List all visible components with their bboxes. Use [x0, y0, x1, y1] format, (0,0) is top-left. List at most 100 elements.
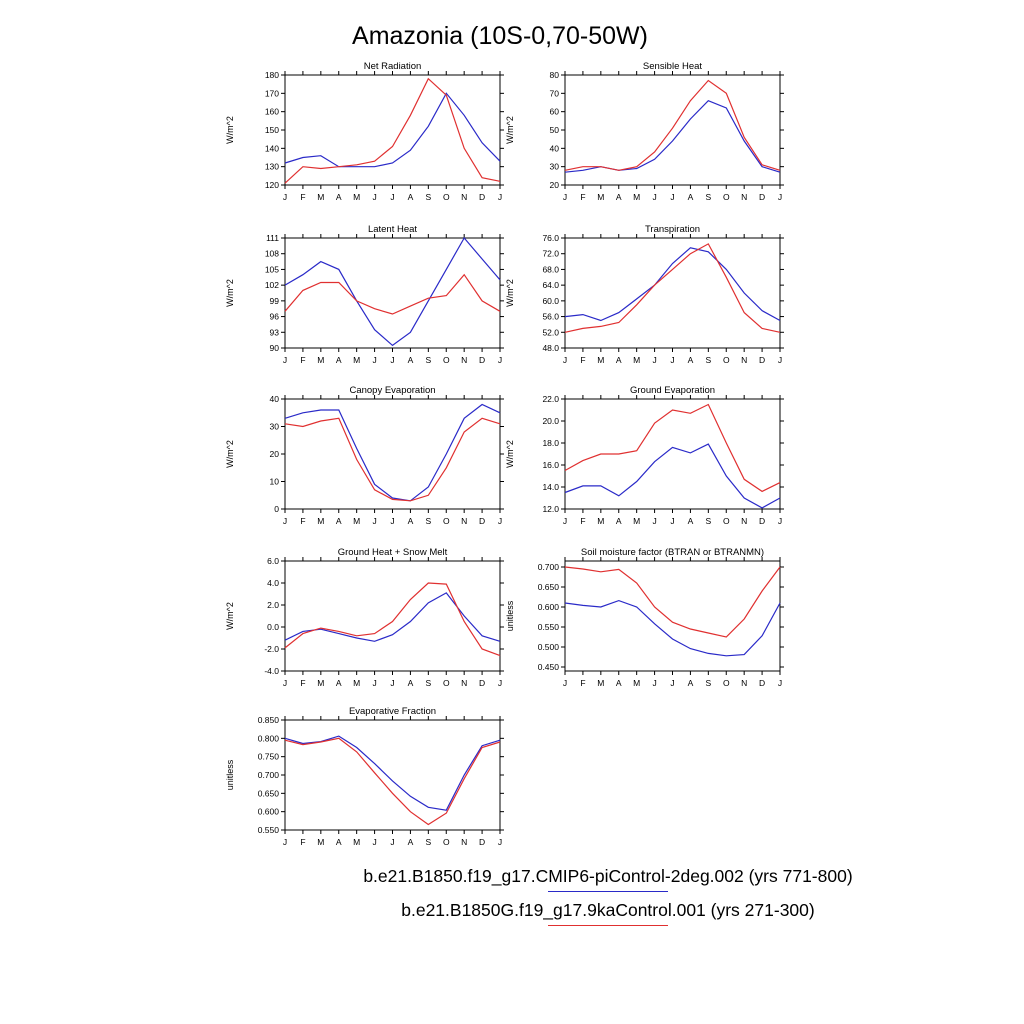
x-tick-label: J [283, 837, 287, 847]
x-tick-label: O [723, 678, 730, 688]
series-line-blue [284, 236, 501, 347]
plot-frame [564, 74, 781, 186]
y-tick-label: 16.0 [542, 460, 559, 470]
x-tick-label: J [778, 678, 782, 688]
plot-frame [564, 560, 781, 672]
x-tick-label: J [283, 192, 287, 202]
x-tick-label: S [425, 355, 431, 365]
y-tick-label: 0.500 [538, 642, 560, 652]
x-tick-label: A [408, 837, 414, 847]
legend-entry-picontrol: b.e21.B1850.f19_g17.CMIP6-piControl-2deg… [192, 866, 1024, 892]
x-tick-label: N [461, 355, 467, 365]
x-tick-label: J [563, 678, 567, 688]
y-tick-label: 20.0 [542, 416, 559, 426]
x-tick-label: M [317, 837, 324, 847]
series-line-blue [564, 99, 781, 173]
chart-panel-transpiration: Transpiration W/m^2 48.0 52.0 56.0 60.0 64.0 68… [505, 224, 784, 365]
y-axis-label: W/m^2 [225, 279, 235, 307]
series-line-blue [564, 443, 781, 509]
x-tick-label: M [353, 837, 360, 847]
series-line-red [284, 582, 501, 657]
x-tick-label: F [300, 516, 305, 526]
x-tick-label: A [408, 355, 414, 365]
series-line-red [284, 737, 501, 826]
y-tick-label: 160 [265, 107, 279, 117]
x-tick-label: A [688, 678, 694, 688]
x-tick-label: J [372, 837, 376, 847]
y-tick-label: 20 [550, 180, 560, 190]
x-tick-label: N [741, 678, 747, 688]
x-tick-label: M [633, 516, 640, 526]
x-tick-label: F [580, 678, 585, 688]
plot-frame [564, 398, 781, 510]
y-tick-label: 30 [270, 422, 280, 432]
y-tick-label: -2.0 [264, 644, 279, 654]
series-line-red [564, 403, 781, 493]
x-tick-label: A [336, 355, 342, 365]
x-tick-label: M [353, 355, 360, 365]
x-tick-label: J [283, 516, 287, 526]
x-tick-label: J [390, 516, 394, 526]
y-tick-label: 60 [550, 107, 560, 117]
x-tick-label: J [778, 516, 782, 526]
x-tick-label: D [759, 678, 765, 688]
series-line-blue [564, 599, 781, 657]
y-tick-label: 80 [550, 70, 560, 80]
y-tick-label: 0.650 [258, 788, 280, 798]
y-tick-label: 76.0 [542, 233, 559, 243]
y-tick-label: 0.0 [267, 622, 279, 632]
y-tick-label: 0.650 [538, 582, 560, 592]
y-tick-label: 0.700 [538, 562, 560, 572]
x-tick-label: J [498, 837, 502, 847]
y-tick-label: 40 [270, 394, 280, 404]
x-tick-label: O [723, 355, 730, 365]
x-tick-label: F [580, 192, 585, 202]
y-tick-label: 4.0 [267, 578, 279, 588]
y-tick-label: 96 [270, 312, 280, 322]
y-tick-label: 0.750 [258, 752, 280, 762]
legend-label-picontrol: b.e21.B1850.f19_g17.CMIP6-piControl-2deg… [363, 866, 853, 886]
x-tick-label: S [425, 516, 431, 526]
y-tick-label: 12.0 [542, 504, 559, 514]
x-tick-label: O [723, 192, 730, 202]
y-tick-label: 56.0 [542, 312, 559, 322]
y-tick-label: 10 [270, 477, 280, 487]
x-tick-label: S [425, 837, 431, 847]
y-tick-label: 64.0 [542, 280, 559, 290]
y-tick-label: 0.550 [258, 825, 280, 835]
x-tick-label: O [443, 516, 450, 526]
x-tick-label: J [390, 837, 394, 847]
y-tick-label: 30 [550, 162, 560, 172]
x-tick-label: O [723, 516, 730, 526]
y-axis-label: W/m^2 [505, 279, 515, 307]
series-line-red [564, 79, 781, 171]
chart-panel-net-radiation: Net Radiation W/m^2 120 130 140 150 160 170 180 J… [225, 61, 504, 202]
x-tick-label: J [563, 192, 567, 202]
y-tick-label: 14.0 [542, 482, 559, 492]
y-tick-label: 99 [270, 296, 280, 306]
y-tick-label: 22.0 [542, 394, 559, 404]
chart-panel-canopy-evaporation: Canopy Evaporation W/m^2 0 10 20 30 40 J F M A M J J A… [225, 385, 504, 526]
x-tick-label: A [336, 678, 342, 688]
x-tick-label: J [372, 678, 376, 688]
x-tick-label: A [336, 192, 342, 202]
y-tick-label: 0.600 [538, 602, 560, 612]
y-tick-label: 111 [266, 233, 279, 243]
x-tick-label: M [597, 678, 604, 688]
x-tick-label: M [597, 516, 604, 526]
x-tick-label: M [317, 192, 324, 202]
x-tick-label: J [498, 678, 502, 688]
x-tick-label: N [741, 192, 747, 202]
series-line-blue [564, 247, 781, 322]
x-tick-label: M [597, 192, 604, 202]
y-tick-label: 60.0 [542, 296, 559, 306]
panel-title: Sensible Heat [643, 61, 703, 72]
y-tick-label: 0.550 [538, 622, 560, 632]
x-tick-label: A [408, 516, 414, 526]
x-tick-label: S [705, 678, 711, 688]
y-tick-label: 130 [265, 162, 279, 172]
x-tick-label: N [461, 678, 467, 688]
y-tick-label: 0.850 [258, 715, 280, 725]
x-tick-label: J [563, 355, 567, 365]
